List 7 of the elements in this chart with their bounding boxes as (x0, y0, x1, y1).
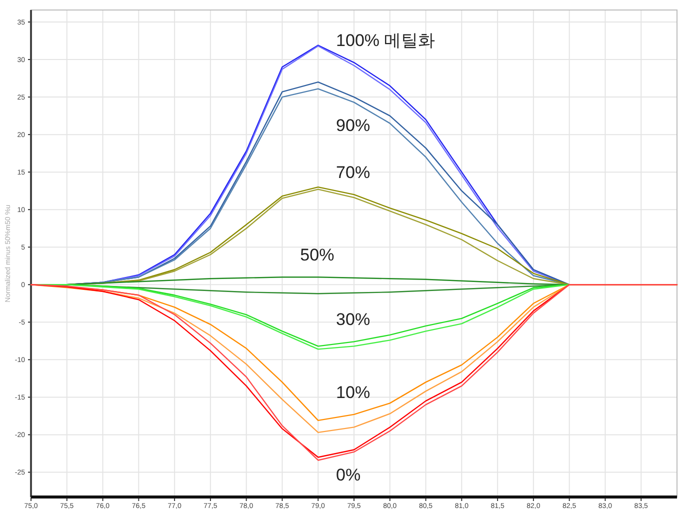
series-label: 50% (300, 246, 334, 265)
series-label: 90% (336, 116, 370, 135)
series-label: 10% (336, 382, 370, 402)
series-label: 30% (336, 310, 370, 330)
series-label: 0% (336, 465, 361, 484)
series-label: 70% (336, 163, 370, 182)
series-label: 100% 메틸화 (336, 31, 436, 50)
